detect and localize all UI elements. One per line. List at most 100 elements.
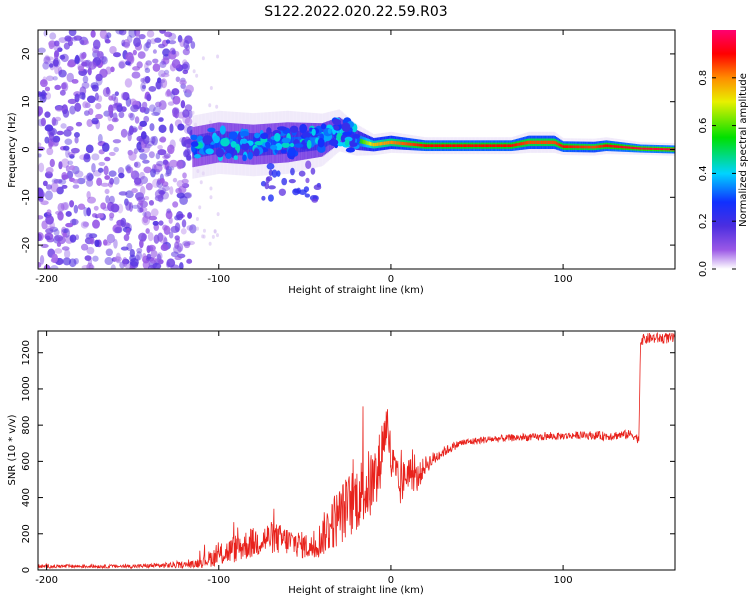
noise-blob <box>125 97 132 107</box>
noise-blob <box>57 202 65 212</box>
noise-blob <box>145 228 150 234</box>
noise-blob <box>62 257 72 266</box>
noise-blob <box>139 185 146 196</box>
noise-blob <box>72 184 80 189</box>
noise-blob <box>125 190 134 199</box>
ridge-blob <box>270 144 278 151</box>
x-tick-label: 100 <box>554 575 573 586</box>
noise-blob <box>93 205 99 211</box>
noise-blob <box>69 105 76 115</box>
ridge-blob <box>290 167 295 176</box>
ridge-core <box>503 144 506 148</box>
noise-blob <box>128 151 137 161</box>
ridge-core <box>404 142 407 146</box>
noise-blob <box>98 161 106 166</box>
noise-blob <box>130 170 140 180</box>
noise-blob <box>170 251 179 258</box>
noise-blob <box>38 262 42 268</box>
ridge-core <box>609 144 612 148</box>
noise-blob <box>105 248 113 257</box>
noise-blob <box>92 219 100 229</box>
noise-blob <box>45 215 54 225</box>
colorbar-tick-label: 0.8 <box>698 70 709 86</box>
ridge-blob <box>193 154 201 159</box>
ridge-core <box>630 146 632 149</box>
ridge-core <box>662 148 664 151</box>
noise-blob <box>109 46 117 55</box>
noise-blob <box>139 153 148 161</box>
noise-blob <box>81 264 91 269</box>
noise-blob <box>82 221 90 227</box>
ridge-core <box>572 145 575 149</box>
noise-blob <box>168 217 173 224</box>
noise-blob <box>163 153 171 159</box>
ridge-blob <box>289 125 299 133</box>
noise-blob <box>61 184 68 189</box>
ridge-core <box>569 145 572 149</box>
noise-blob <box>144 67 151 74</box>
ridge-core <box>638 147 641 150</box>
noise-blob <box>150 168 156 178</box>
noise-blob <box>40 79 47 85</box>
ridge-blob <box>293 188 300 193</box>
ridge-core <box>511 144 514 147</box>
noise-blob <box>46 147 54 156</box>
noise-blob <box>174 255 182 261</box>
ridge-core <box>368 141 371 146</box>
ridge-blob <box>254 140 263 146</box>
noise-blob <box>91 153 100 161</box>
noise-blob <box>147 232 154 242</box>
ridge-core <box>644 147 646 150</box>
noise-blob <box>159 30 166 34</box>
spectrogram-xlabel: Height of straight line (km) <box>288 285 424 296</box>
ridge-core <box>593 145 595 149</box>
ridge-core <box>488 144 491 148</box>
noise-blob <box>152 106 161 116</box>
noise-blob <box>158 117 164 122</box>
noise-blob <box>139 239 144 249</box>
noise-blob <box>114 91 119 97</box>
noise-blob <box>185 155 192 162</box>
ridge-blob <box>298 170 306 177</box>
ridge-blob <box>280 149 287 154</box>
noise-blob <box>120 246 129 251</box>
ridge-core <box>499 144 502 148</box>
ridge-core <box>600 144 602 148</box>
noise-blob <box>183 241 191 249</box>
noise-blob <box>74 102 82 112</box>
noise-blob <box>166 258 176 268</box>
noise-blob <box>51 117 57 126</box>
ridge-core <box>444 144 446 148</box>
ridge-core <box>650 147 653 150</box>
noise-blob <box>46 209 52 215</box>
noise-blob <box>61 246 70 251</box>
ridge-core <box>535 140 537 145</box>
noise-blob <box>182 48 190 56</box>
noise-blob <box>172 177 178 183</box>
noise-blob <box>65 211 72 217</box>
noise-blob <box>160 177 165 184</box>
noise-blob <box>106 124 114 132</box>
noise-blob <box>141 101 148 109</box>
noise-blob <box>133 177 142 185</box>
ridge-core <box>538 140 540 145</box>
noise-blob <box>149 257 157 264</box>
ridge-core <box>649 147 652 150</box>
noise-blob <box>181 63 189 70</box>
noise-blob <box>144 143 152 149</box>
ridge-blob <box>287 147 296 156</box>
noise-blob <box>45 228 54 234</box>
ridge-core <box>381 141 383 146</box>
noise-blob <box>64 35 72 42</box>
noise-blob <box>125 60 131 66</box>
ridge-blob <box>345 147 355 153</box>
ridge-core <box>514 143 517 147</box>
noise-blob <box>108 151 116 156</box>
noise-blob <box>82 75 89 84</box>
ridge-core <box>620 145 623 149</box>
noise-blob <box>95 102 102 110</box>
ridge-core <box>487 144 489 148</box>
ridge-core <box>433 144 435 148</box>
noise-blob <box>91 117 99 125</box>
